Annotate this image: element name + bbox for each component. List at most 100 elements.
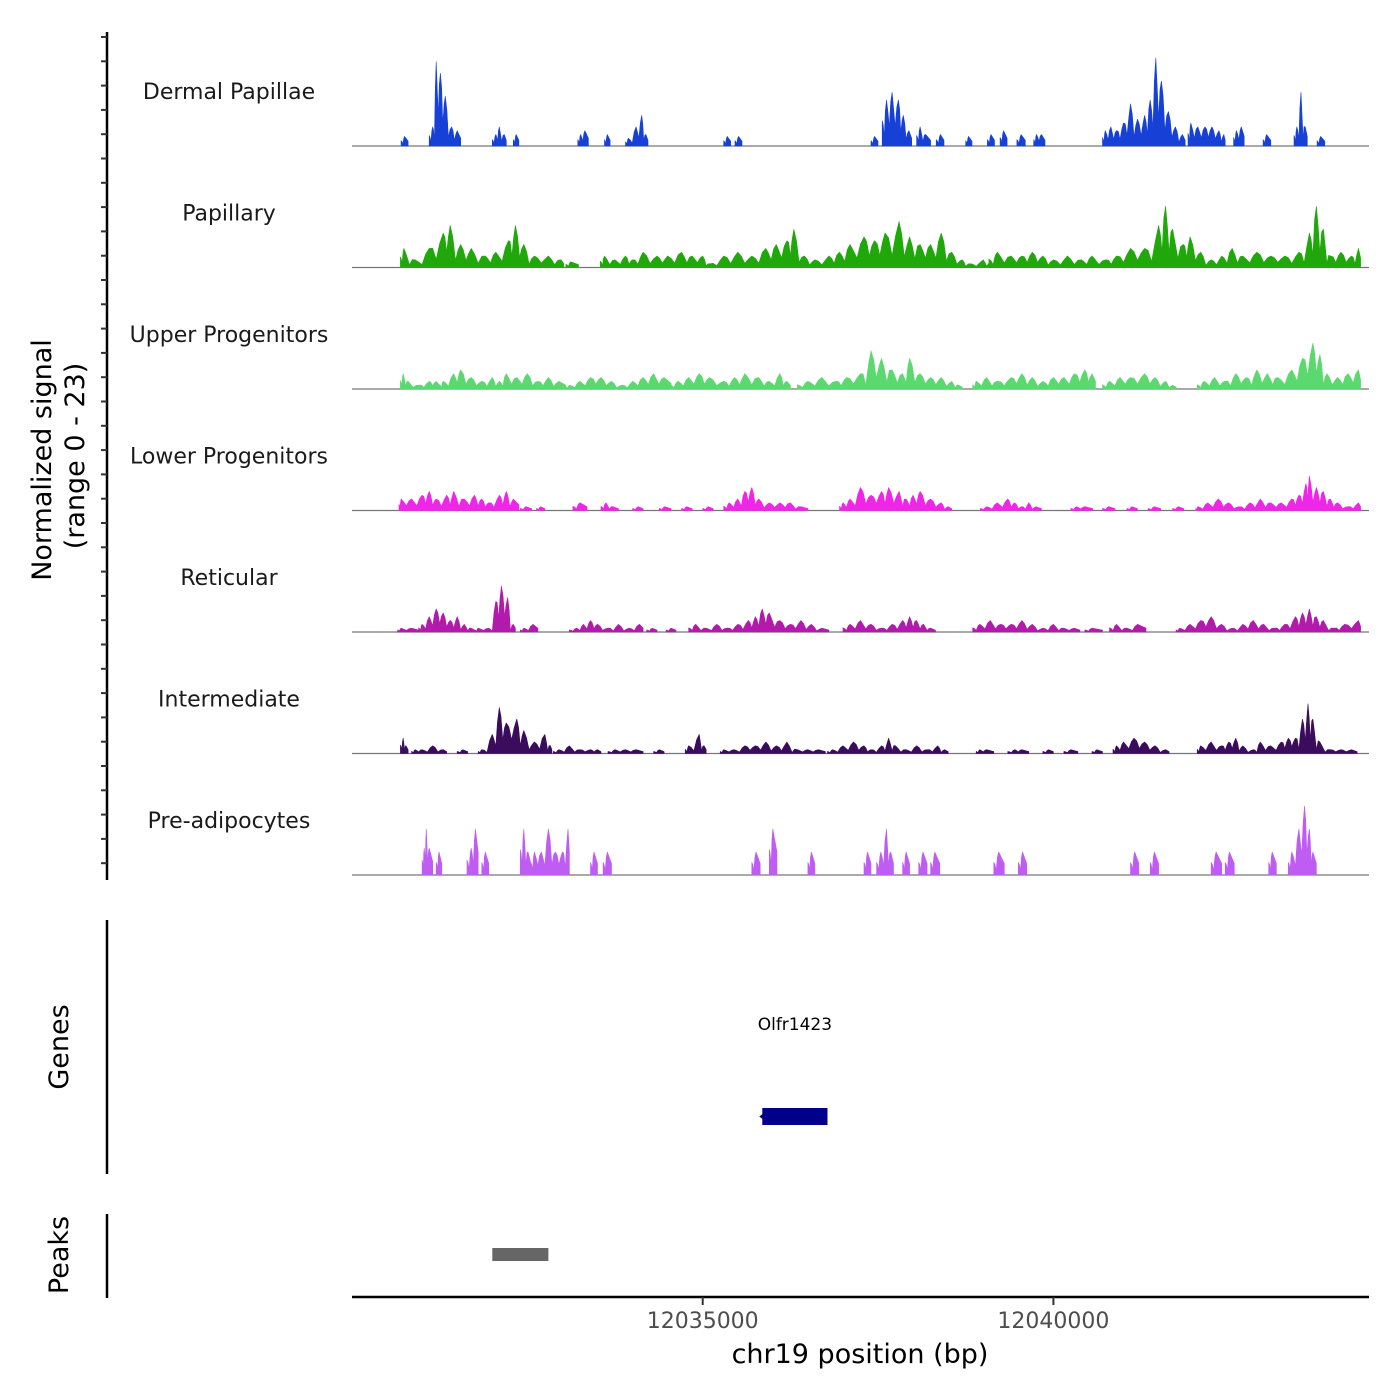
peaks-panel: Peaks	[44, 1214, 549, 1298]
signal-area	[1175, 608, 1361, 633]
signal-area	[607, 749, 644, 754]
signal-area	[658, 506, 672, 511]
signal-area	[863, 851, 872, 876]
signal-area	[723, 487, 809, 511]
signal-area	[669, 373, 791, 390]
signal-area	[400, 373, 440, 390]
signal-area	[751, 851, 761, 876]
signal-area	[513, 134, 520, 147]
track-papillary: Papillary	[182, 202, 1369, 269]
signal-area	[1042, 749, 1054, 754]
signal-area	[723, 136, 731, 147]
signal-area	[1102, 506, 1116, 511]
signal-area	[481, 851, 490, 876]
signal-area	[604, 134, 611, 147]
signal-area	[398, 491, 520, 511]
signal-area	[600, 221, 994, 268]
signal-area	[980, 498, 1042, 511]
x-tick-label: 12040000	[997, 1309, 1109, 1334]
gene-body	[762, 1108, 828, 1125]
x-ticks: 12035000 12040000	[647, 1297, 1109, 1334]
signal-area	[842, 616, 936, 633]
signal-area	[632, 506, 644, 511]
signal-area	[520, 624, 539, 633]
signal-area	[1007, 749, 1030, 754]
track-pre-adipocytes: Pre-adipocytes	[148, 805, 1369, 876]
signal-area	[1070, 506, 1093, 511]
track-label: Dermal Papillae	[143, 80, 315, 105]
signal-area	[769, 828, 778, 876]
signal-area	[1224, 851, 1235, 876]
track-label: Papillary	[182, 202, 276, 227]
x-axis-title: chr19 position (bp)	[732, 1339, 989, 1370]
x-tick-label: 12035000	[647, 1309, 759, 1334]
track-label: Intermediate	[158, 688, 300, 713]
signal-area	[625, 115, 649, 147]
signal-area	[987, 134, 995, 147]
signal-area	[1196, 703, 1358, 754]
signal-area	[1063, 749, 1079, 754]
signal-area	[1149, 851, 1159, 876]
signal-area	[972, 369, 1096, 390]
signal-area	[553, 745, 602, 754]
signal-area	[1112, 737, 1170, 754]
signal-area	[577, 130, 589, 147]
signal-area	[999, 130, 1008, 147]
signal-area	[902, 851, 910, 876]
track-label: Reticular	[180, 566, 278, 591]
y-axis-title: Normalized signal	[27, 339, 58, 581]
peak-region	[492, 1248, 549, 1261]
genes-panel: Genes Olfr1423	[44, 920, 832, 1174]
signal-area	[1210, 851, 1222, 876]
signal-area	[1172, 506, 1185, 511]
signal-area	[600, 502, 619, 511]
signal-area	[520, 506, 532, 511]
signal-area	[972, 620, 1081, 633]
signal-area	[400, 225, 565, 268]
gene-label: Olfr1423	[758, 1015, 832, 1035]
signal-y-ticks	[101, 36, 107, 865]
peaks-panel-title: Peaks	[44, 1216, 75, 1294]
signal-area	[653, 749, 665, 754]
signal-area	[1084, 627, 1103, 633]
track-reticular: Reticular	[180, 566, 1369, 633]
signal-area	[916, 126, 931, 147]
track-dermal-papillae: Dermal Papillae	[143, 57, 1369, 147]
signal-area	[565, 261, 579, 268]
track-label: Upper Progenitors	[130, 323, 329, 348]
signal-area	[1016, 134, 1026, 147]
signal-area	[935, 134, 945, 147]
peak-marks	[492, 1248, 549, 1261]
signal-area	[988, 206, 1361, 268]
signal-area	[439, 369, 567, 390]
genes-panel-title: Genes	[44, 1004, 75, 1089]
signal-area	[411, 745, 447, 754]
signal-area	[1316, 136, 1326, 147]
signal-area	[492, 126, 507, 147]
signal-area	[565, 373, 672, 390]
signal-area	[975, 749, 995, 754]
signal-area	[1147, 506, 1161, 511]
x-axis: 12035000 12040000 chr19 position (bp)	[352, 1295, 1369, 1370]
signal-area	[930, 851, 941, 876]
signal-area	[1268, 851, 1277, 876]
track-lower-progenitors: Lower Progenitors	[130, 445, 1369, 512]
signal-area	[1187, 122, 1226, 147]
track-label: Lower Progenitors	[130, 445, 328, 470]
signal-area	[684, 734, 707, 754]
signal-area	[1126, 506, 1138, 511]
signal-area	[590, 851, 598, 876]
signal-area	[839, 487, 952, 511]
signal-area	[602, 851, 612, 876]
signal-area	[1262, 134, 1272, 147]
signal-area	[797, 350, 963, 390]
signal-area	[918, 851, 928, 876]
signal-area	[719, 741, 826, 754]
signal-area	[1293, 92, 1308, 147]
track-upper-progenitors: Upper Progenitors	[130, 323, 1369, 390]
signal-area	[400, 136, 409, 147]
signal-area	[734, 136, 743, 147]
signal-area	[646, 627, 658, 633]
